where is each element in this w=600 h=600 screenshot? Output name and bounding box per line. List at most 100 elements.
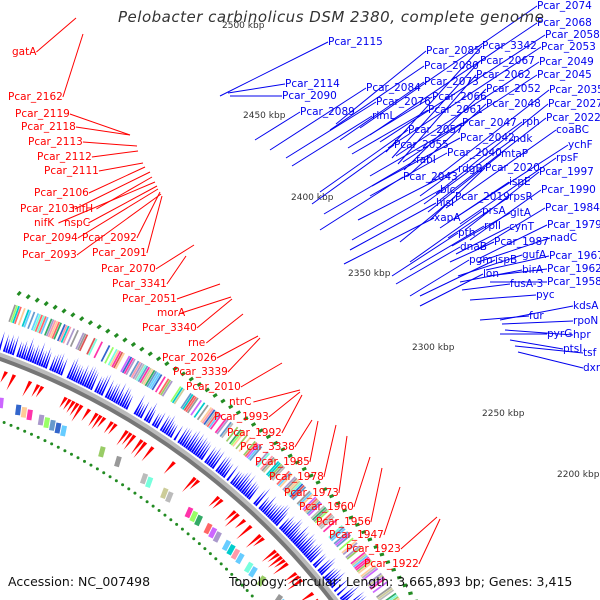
cog-category-block[interactable] bbox=[27, 311, 36, 330]
reverse-gene-arrow[interactable] bbox=[190, 433, 205, 454]
cog-category-block[interactable] bbox=[208, 412, 221, 429]
reverse-gene-arrow[interactable] bbox=[169, 424, 178, 438]
reverse-gene-arrow[interactable] bbox=[273, 506, 291, 525]
gene-label[interactable]: Pcar_1973 bbox=[284, 487, 339, 499]
reverse-gene-arrow[interactable] bbox=[22, 345, 29, 360]
reverse-gene-arrow[interactable] bbox=[345, 591, 365, 600]
forward-gene-arrow[interactable] bbox=[267, 555, 283, 568]
gene-label[interactable]: fabI bbox=[416, 154, 436, 166]
forward-gene-arrow[interactable] bbox=[212, 498, 224, 509]
reverse-gene-arrow[interactable] bbox=[161, 416, 172, 433]
gene-label[interactable]: Pcar_2085 bbox=[426, 45, 481, 57]
cog-category-block[interactable] bbox=[209, 414, 222, 430]
reverse-gene-arrow[interactable] bbox=[119, 386, 130, 407]
reverse-gene-arrow[interactable] bbox=[275, 511, 289, 527]
inner-feature-block[interactable] bbox=[248, 566, 258, 578]
cog-category-block[interactable] bbox=[21, 309, 30, 327]
gene-label[interactable]: Pcar_2114 bbox=[285, 78, 340, 90]
gene-label[interactable]: Pcar_3340 bbox=[142, 322, 197, 334]
cog-category-block[interactable] bbox=[246, 443, 260, 459]
reverse-gene-arrow[interactable] bbox=[79, 364, 89, 385]
forward-gene-arrow[interactable] bbox=[267, 552, 280, 563]
cog-category-block[interactable] bbox=[247, 444, 261, 460]
gene-label[interactable]: dnaB bbox=[460, 241, 487, 253]
gene-label[interactable]: gatA bbox=[12, 46, 37, 58]
inner-feature-block[interactable] bbox=[230, 548, 241, 560]
reverse-gene-arrow[interactable] bbox=[198, 441, 211, 459]
cog-category-block[interactable] bbox=[283, 477, 298, 492]
reverse-gene-arrow[interactable] bbox=[254, 488, 271, 507]
forward-gene-arrow[interactable] bbox=[189, 479, 201, 490]
forward-gene-arrow[interactable] bbox=[253, 537, 265, 547]
cog-category-block[interactable] bbox=[205, 410, 218, 427]
cog-category-block[interactable] bbox=[100, 345, 111, 362]
cog-category-block[interactable] bbox=[305, 499, 320, 514]
cog-category-block[interactable] bbox=[125, 358, 136, 376]
reverse-gene-arrow[interactable] bbox=[94, 375, 103, 393]
reverse-gene-arrow[interactable] bbox=[211, 451, 225, 470]
reverse-gene-arrow[interactable] bbox=[183, 433, 193, 448]
reverse-gene-arrow[interactable] bbox=[285, 518, 303, 537]
gene-label[interactable]: Pcar_2058 bbox=[545, 29, 600, 41]
gene-label[interactable]: rpsF bbox=[556, 152, 579, 164]
gene-label[interactable]: Pcar_2103 bbox=[20, 203, 75, 215]
reverse-gene-arrow[interactable] bbox=[192, 438, 205, 455]
forward-gene-arrow[interactable] bbox=[141, 446, 155, 462]
inner-feature-block[interactable] bbox=[139, 472, 149, 485]
inner-feature-block[interactable] bbox=[203, 522, 213, 535]
cog-category-block[interactable] bbox=[109, 349, 120, 367]
gene-label[interactable]: Pcar_2049 bbox=[539, 56, 594, 68]
cog-category-block[interactable] bbox=[330, 528, 346, 542]
reverse-gene-arrow[interactable] bbox=[206, 449, 218, 465]
inner-feature-block[interactable] bbox=[20, 406, 28, 418]
reverse-gene-arrow[interactable] bbox=[300, 537, 315, 553]
reverse-gene-arrow[interactable] bbox=[38, 350, 45, 366]
cog-category-block[interactable] bbox=[306, 500, 321, 515]
gene-label[interactable]: Pcar_2045 bbox=[537, 69, 592, 81]
gene-label[interactable]: hpr bbox=[573, 329, 591, 341]
reverse-gene-arrow[interactable] bbox=[33, 347, 41, 365]
gene-label[interactable]: pgm bbox=[469, 254, 493, 266]
cog-category-block[interactable] bbox=[279, 473, 293, 488]
gene-label[interactable]: dxr bbox=[583, 362, 600, 374]
gene-label[interactable]: Pcar_2020 bbox=[485, 162, 540, 174]
cog-category-block[interactable] bbox=[139, 366, 151, 384]
cog-category-block[interactable] bbox=[376, 586, 392, 598]
forward-gene-arrow[interactable] bbox=[287, 578, 304, 591]
inner-feature-block[interactable] bbox=[15, 404, 22, 416]
inner-feature-block[interactable] bbox=[43, 417, 51, 429]
gene-label[interactable]: rplI bbox=[484, 220, 501, 232]
cog-category-block[interactable] bbox=[200, 406, 213, 423]
cog-category-block[interactable] bbox=[351, 553, 367, 566]
cog-category-block[interactable] bbox=[238, 436, 252, 452]
gene-label[interactable]: Pcar_1984 bbox=[545, 202, 600, 214]
forward-gene-arrow[interactable] bbox=[163, 461, 176, 474]
cog-category-block[interactable] bbox=[267, 462, 281, 477]
reverse-gene-arrow[interactable] bbox=[51, 353, 59, 372]
gene-label[interactable]: cynT bbox=[509, 221, 535, 233]
reverse-gene-arrow[interactable] bbox=[40, 350, 48, 367]
cog-category-block[interactable] bbox=[30, 313, 40, 331]
cog-category-block[interactable] bbox=[149, 373, 161, 390]
cog-category-block[interactable] bbox=[230, 430, 244, 446]
gene-label[interactable]: Pcar_1997 bbox=[539, 166, 594, 178]
reverse-gene-arrow[interactable] bbox=[77, 367, 85, 384]
reverse-gene-arrow[interactable] bbox=[7, 334, 15, 354]
reverse-gene-arrow[interactable] bbox=[317, 558, 331, 572]
inner-feature-block[interactable] bbox=[98, 446, 106, 458]
reverse-gene-arrow[interactable] bbox=[167, 423, 176, 437]
forward-gene-arrow[interactable] bbox=[208, 495, 221, 507]
reverse-gene-arrow[interactable] bbox=[85, 366, 97, 389]
gene-label[interactable]: Pcar_1962 bbox=[547, 263, 600, 275]
reverse-gene-arrow[interactable] bbox=[226, 465, 239, 482]
reverse-gene-arrow[interactable] bbox=[242, 482, 253, 496]
reverse-gene-arrow[interactable] bbox=[185, 430, 198, 449]
reverse-gene-arrow[interactable] bbox=[145, 402, 158, 423]
reverse-gene-arrow[interactable] bbox=[53, 353, 62, 373]
gene-label[interactable]: hisI bbox=[436, 197, 454, 209]
reverse-gene-arrow[interactable] bbox=[181, 429, 193, 447]
reverse-gene-arrow[interactable] bbox=[55, 353, 65, 374]
reverse-gene-arrow[interactable] bbox=[11, 335, 19, 356]
cog-category-block[interactable] bbox=[285, 479, 299, 494]
cog-category-block[interactable] bbox=[114, 352, 125, 370]
